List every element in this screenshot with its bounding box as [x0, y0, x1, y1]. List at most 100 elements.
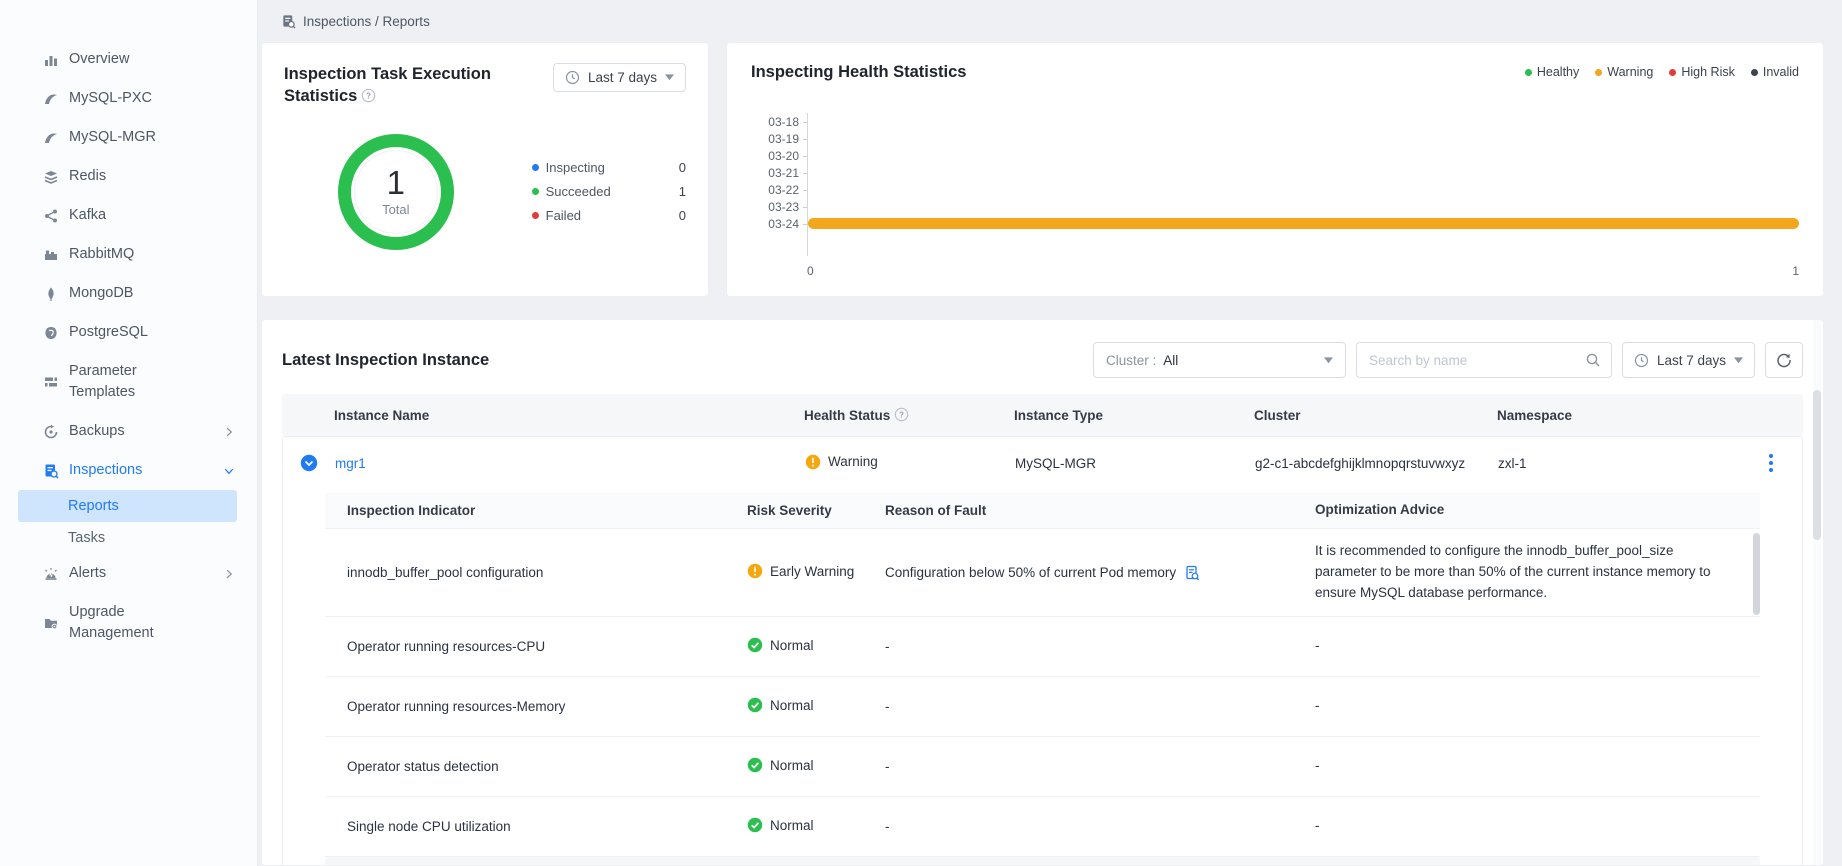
factory-icon [42, 246, 59, 263]
top-cards: Inspection Task Execution Statistics? La… [261, 42, 1824, 297]
breadcrumb-path: Inspections / Reports [303, 14, 430, 29]
risk-severity-badge: Normal [747, 757, 814, 773]
blue-dot-icon [532, 164, 539, 171]
risk-severity-badge: Early Warning [747, 563, 854, 579]
sidebar-item-reports[interactable]: Reports [18, 490, 237, 522]
instances-table: Instance Name Health Status? Instance Ty… [282, 394, 1803, 866]
sliders-icon [42, 374, 59, 391]
donut-ring: 1 Total [338, 134, 454, 250]
clock-icon [565, 70, 580, 85]
sidebar-item-mysql-pxc[interactable]: MySQL-PXC [0, 79, 257, 118]
indicator-row-operator-memory: Operator running resources-Memory Normal… [325, 677, 1760, 737]
layers-icon [42, 168, 59, 185]
help-icon[interactable]: ? [894, 407, 909, 422]
indicator-row-operator-status: Operator status detection Normal - - [325, 737, 1760, 797]
inspection-indicators-table: Inspection Indicator Risk Severity Reaso… [325, 493, 1760, 866]
nested-table-footer [325, 857, 1760, 866]
collapse-row-button[interactable] [300, 454, 318, 472]
folder-gear-icon [42, 615, 59, 632]
health-status-badge: Warning [805, 454, 878, 470]
sidebar-item-overview[interactable]: Overview [0, 40, 257, 79]
sidebar-item-redis[interactable]: Redis [0, 157, 257, 196]
sidebar-item-inspections[interactable]: Inspections [0, 451, 257, 490]
sidebar-item-kafka[interactable]: Kafka [0, 196, 257, 235]
health-chart-plot-area [807, 113, 1799, 256]
health-stats-title: Inspecting Health Statistics [751, 61, 966, 83]
breadcrumb: Inspections / Reports [261, 0, 1824, 42]
refresh-button[interactable] [1765, 342, 1803, 378]
chevron-right-icon [223, 568, 235, 580]
instance-row-expanded: mgr1 Warning MySQL-MGR g2-c1-abcdefghijk… [282, 436, 1803, 866]
check-circle-icon [747, 817, 763, 833]
search-icon[interactable] [1585, 352, 1601, 368]
check-circle-icon [747, 697, 763, 713]
main-content: Inspections / Reports Inspection Task Ex… [258, 0, 1842, 866]
sidebar-item-alerts[interactable]: Alerts [0, 554, 257, 593]
sidebar-item-mysql-mgr[interactable]: MySQL-MGR [0, 118, 257, 157]
green-dot-icon [1525, 69, 1532, 76]
instance-namespace: zxl-1 [1498, 456, 1740, 471]
sidebar-item-mongodb[interactable]: MongoDB [0, 274, 257, 313]
instance-name-link[interactable]: mgr1 [335, 456, 366, 471]
task-donut-chart: 1 Total Inspecting 0 Succeeded [284, 134, 686, 250]
health-chart-x-axis: 0 1 [807, 264, 1799, 278]
risk-severity-badge: Normal [747, 637, 814, 653]
svg-text:?: ? [366, 92, 371, 101]
section-scrollbar-thumb[interactable] [1813, 390, 1821, 540]
clock-icon [1634, 353, 1649, 368]
warning-icon [747, 563, 763, 579]
red-dot-icon [1669, 69, 1676, 76]
cluster-filter-select[interactable]: Cluster : All [1093, 342, 1346, 378]
green-dot-icon [532, 188, 539, 195]
indicator-row-innodb-buffer-pool: innodb_buffer_pool configuration Early W… [325, 529, 1760, 617]
dolphin-icon [42, 129, 59, 146]
orange-dot-icon [1595, 69, 1602, 76]
caret-down-icon [665, 74, 674, 81]
table-header: Instance Name Health Status? Instance Ty… [282, 394, 1803, 436]
legend-item-invalid: Invalid [1751, 65, 1799, 79]
warning-bar-03-24[interactable] [808, 218, 1799, 229]
sidebar-item-upgrade-management[interactable]: Upgrade Management [0, 593, 257, 653]
elephant-icon [42, 324, 59, 341]
dark-dot-icon [1751, 69, 1758, 76]
risk-severity-badge: Normal [747, 697, 814, 713]
indicator-row-single-node-cpu: Single node CPU utilization Normal - - [325, 797, 1760, 857]
inspection-report-icon [42, 462, 59, 479]
row-actions-menu-icon[interactable] [1765, 450, 1777, 476]
help-icon[interactable]: ? [361, 88, 376, 103]
bar-chart-icon [42, 51, 59, 68]
sidebar-item-postgresql[interactable]: PostgreSQL [0, 313, 257, 352]
sidebar-item-backups[interactable]: Backups [0, 412, 257, 451]
nested-table-header: Inspection Indicator Risk Severity Reaso… [325, 493, 1760, 529]
sidebar-item-parameter-templates[interactable]: Parameter Templates [0, 352, 257, 412]
health-stats-card: Inspecting Health Statistics Healthy War… [726, 42, 1824, 297]
risk-severity-badge: Normal [747, 817, 814, 833]
instance-type: MySQL-MGR [1015, 456, 1255, 471]
table-row: mgr1 Warning MySQL-MGR g2-c1-abcdefghijk… [283, 437, 1802, 489]
section-filters: Cluster : All Last 7 days [1093, 342, 1803, 378]
backup-history-icon [42, 423, 59, 440]
network-icon [42, 207, 59, 224]
task-range-select[interactable]: Last 7 days [553, 63, 686, 92]
alarm-icon [42, 565, 59, 582]
health-bar-chart: 03-18 03-19 03-20 03-21 03-22 03-23 03-2… [751, 113, 1799, 256]
sidebar-item-tasks[interactable]: Tasks [0, 522, 257, 554]
sidebar-item-rabbitmq[interactable]: RabbitMQ [0, 235, 257, 274]
chevron-down-icon [223, 465, 235, 477]
latest-range-select[interactable]: Last 7 days [1622, 342, 1755, 378]
warning-icon [805, 454, 821, 470]
health-chart-y-axis: 03-18 03-19 03-20 03-21 03-22 03-23 03-2… [751, 113, 807, 256]
red-dot-icon [532, 212, 539, 219]
legend-item-warning: Warning [1595, 65, 1653, 79]
legend-item-inspecting: Inspecting 0 [532, 160, 686, 175]
nested-scrollbar-thumb[interactable] [1753, 533, 1760, 615]
check-circle-icon [747, 757, 763, 773]
check-circle-icon [747, 637, 763, 653]
indicator-row-operator-cpu: Operator running resources-CPU Normal - … [325, 617, 1760, 677]
instance-cluster: g2-c1-abcdefghijklmnopqrstuvwxyz [1255, 456, 1498, 471]
dolphin-icon [42, 90, 59, 107]
search-input[interactable] [1369, 353, 1585, 368]
leaf-icon [42, 285, 59, 302]
view-report-icon[interactable] [1184, 565, 1200, 581]
donut-total-label: Total [382, 202, 409, 217]
